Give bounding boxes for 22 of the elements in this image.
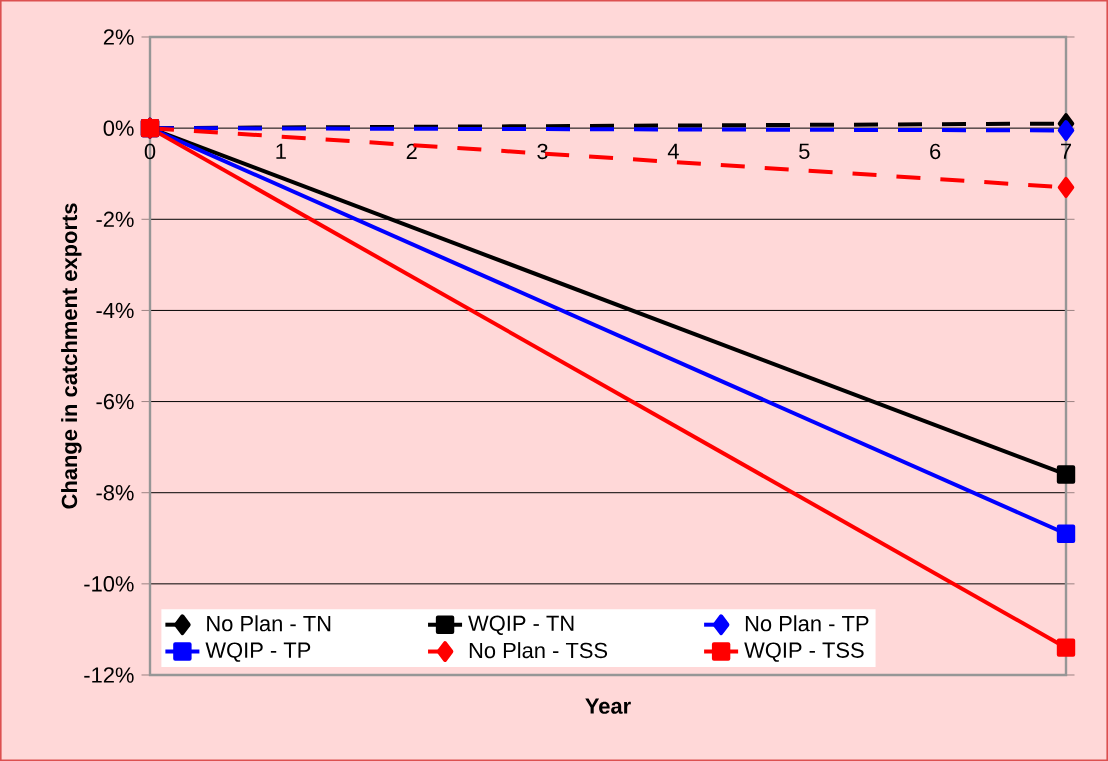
y-tick-label: -8% (96, 484, 134, 501)
x-tick-label: 6 (930, 143, 941, 160)
y-tick-label: -12% (84, 667, 134, 683)
y-tick-label: 2% (103, 29, 134, 45)
x-tick-label: 0 (144, 143, 156, 160)
legend-label: WQIP - TSS (744, 642, 864, 662)
legend-label: No Plan - TSS (469, 642, 608, 659)
legend-label: WQIP - TP (205, 642, 311, 662)
legend-label: WQIP - TN (468, 615, 574, 635)
legend-label: No Plan - TN (207, 615, 331, 632)
y-axis-title: Change in catchment exports (61, 203, 82, 509)
y-tick-label: -4% (96, 302, 134, 319)
y-tick-label: -10% (84, 576, 134, 592)
legend-label: No Plan - TP (745, 615, 869, 632)
x-tick-label: 7 (1061, 143, 1072, 159)
y-tick-label: 0% (103, 120, 134, 136)
x-axis-title: Year (585, 698, 631, 714)
y-tick-label: -2% (96, 211, 134, 227)
y-tick-label: -6% (96, 393, 134, 410)
x-tick-label: 5 (799, 143, 810, 159)
x-tick-label: 4 (667, 143, 679, 159)
x-tick-label: 1 (276, 143, 286, 159)
